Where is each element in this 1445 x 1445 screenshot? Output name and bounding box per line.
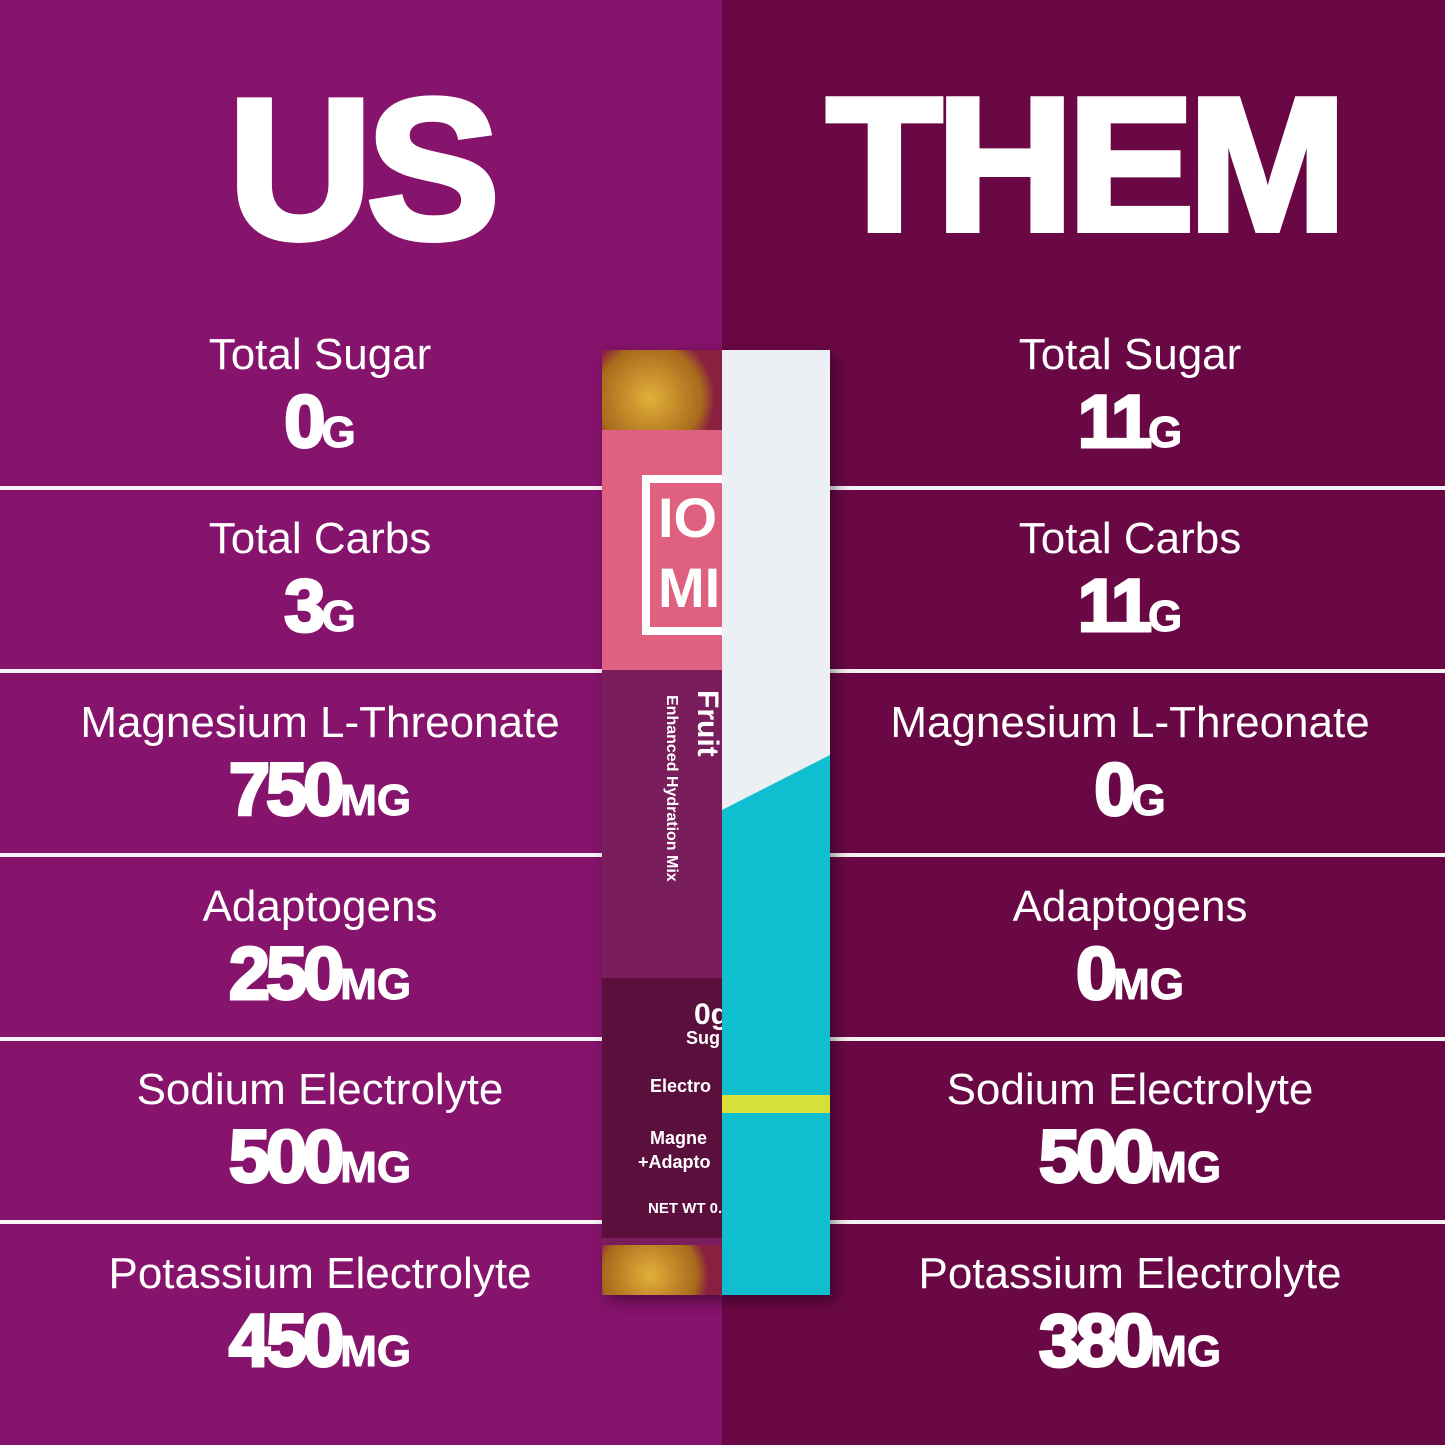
us-stat-row: Magnesium L-Threonate 750MG: [0, 698, 640, 843]
sugar-claim: 0g: [694, 998, 722, 1031]
stat-label: Magnesium L-Threonate: [80, 698, 560, 747]
stat-value: 500MG: [227, 1114, 412, 1200]
us-packet-half: IO MI Fruit Enhanced Hydration Mix 0g Sug…: [602, 350, 722, 1295]
stat-unit: G: [1131, 776, 1166, 826]
stat-label: Total Carbs: [208, 514, 432, 563]
them-stat-row: Adaptogens 0MG: [810, 882, 1445, 1027]
row-divider: [0, 1220, 620, 1224]
subtitle-text: Enhanced Hydration Mix: [663, 695, 680, 882]
stat-label: Sodium Electrolyte: [136, 1065, 504, 1114]
stat-unit: G: [321, 592, 356, 642]
stat-value: 750MG: [227, 747, 412, 833]
stat-value: 11G: [1076, 379, 1183, 465]
stat-value: 380MG: [1037, 1298, 1222, 1384]
us-stat-row: Total Sugar 0G: [0, 330, 640, 475]
them-title: THEM: [823, 59, 1349, 271]
us-stat-row: Total Carbs 3G: [0, 514, 640, 659]
stat-label: Total Sugar: [208, 330, 432, 379]
adaptogen-claim: +Adapto: [638, 1152, 711, 1172]
competitor-packet-half: [722, 350, 830, 1295]
row-divider: [0, 853, 620, 857]
them-stat-row: Total Sugar 11G: [810, 330, 1445, 475]
electro-claim: Electro: [650, 1076, 712, 1096]
stat-label: Magnesium L-Threonate: [890, 698, 1370, 747]
row-divider: [830, 1037, 1445, 1041]
stat-unit: MG: [1150, 1143, 1222, 1193]
stat-unit: MG: [1150, 1327, 1222, 1377]
us-title: US: [225, 58, 503, 281]
us-stat-row: Sodium Electrolyte 500MG: [0, 1065, 640, 1210]
them-stat-row: Magnesium L-Threonate 0G: [810, 698, 1445, 843]
them-stat-row: Total Carbs 11G: [810, 514, 1445, 659]
stat-label: Adaptogens: [1012, 882, 1248, 931]
stat-value: 0G: [283, 379, 356, 465]
stat-unit: MG: [340, 960, 412, 1010]
stat-unit: G: [1147, 408, 1183, 458]
stat-unit: G: [321, 408, 356, 458]
stat-unit: MG: [340, 1143, 412, 1193]
them-stat-row: Sodium Electrolyte 500MG: [810, 1065, 1445, 1210]
us-stat-row: Adaptogens 250MG: [0, 882, 640, 1027]
sugar-claim-label: Sug: [686, 1028, 720, 1048]
stat-value: 250MG: [227, 931, 412, 1017]
stat-value: 450MG: [227, 1298, 412, 1384]
us-panel: US: [0, 0, 722, 1445]
row-divider: [0, 1037, 620, 1041]
stat-value: 500MG: [1037, 1114, 1222, 1200]
stat-label: Potassium Electrolyte: [108, 1249, 532, 1298]
row-divider: [0, 669, 620, 673]
brand-logo: IO MI: [642, 475, 722, 635]
row-divider: [830, 1220, 1445, 1224]
them-panel: THEM: [722, 0, 1445, 1445]
stat-label: Adaptogens: [202, 882, 438, 931]
stat-unit: MG: [340, 776, 412, 826]
stat-value: 11G: [1076, 563, 1183, 649]
stat-value: 3G: [283, 563, 356, 649]
them-stat-row: Potassium Electrolyte 380MG: [810, 1249, 1445, 1394]
stat-label: Total Carbs: [1018, 514, 1242, 563]
product-packet-image: IO MI Fruit Enhanced Hydration Mix 0g Sug…: [602, 350, 830, 1295]
magnesium-claim: Magne: [650, 1128, 708, 1148]
row-divider: [0, 486, 620, 490]
stat-value: 0MG: [1074, 931, 1185, 1017]
stat-unit: MG: [1113, 960, 1185, 1010]
row-divider: [830, 853, 1445, 857]
stat-label: Sodium Electrolyte: [946, 1065, 1314, 1114]
flavor-text: Fruit: [691, 690, 722, 757]
stat-unit: MG: [340, 1327, 412, 1377]
us-stat-row: Potassium Electrolyte 450MG: [0, 1249, 640, 1394]
passionfruit-image: [602, 350, 722, 430]
net-weight: NET WT 0.2: [648, 1200, 722, 1217]
stat-unit: G: [1147, 592, 1183, 642]
stat-label: Potassium Electrolyte: [918, 1249, 1342, 1298]
row-divider: [830, 486, 1445, 490]
stat-label: Total Sugar: [1018, 330, 1242, 379]
row-divider: [830, 669, 1445, 673]
stat-value: 0G: [1093, 747, 1166, 833]
